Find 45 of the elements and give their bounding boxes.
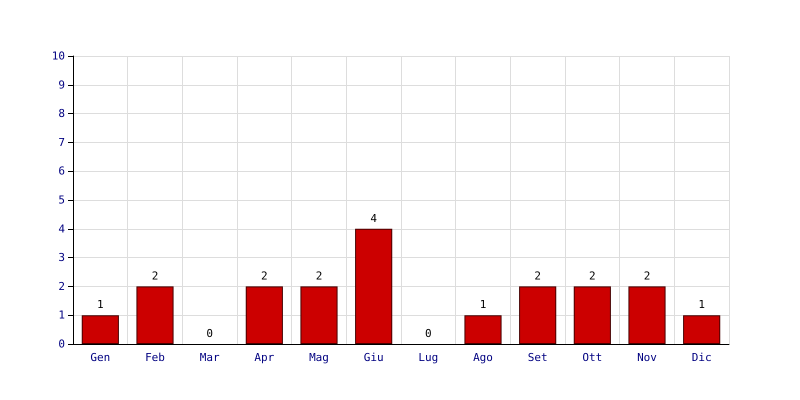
y-tick-label: 6 xyxy=(58,164,65,178)
data-label: 2 xyxy=(316,269,322,282)
y-tick-label: 10 xyxy=(52,50,65,62)
bar xyxy=(246,286,283,344)
bar xyxy=(464,315,502,344)
bar xyxy=(519,286,556,344)
data-label: 0 xyxy=(425,327,432,340)
bar xyxy=(628,286,666,344)
y-tick-label: 8 xyxy=(58,107,65,120)
y-tick-label: 1 xyxy=(58,308,65,322)
data-label: 2 xyxy=(644,269,650,282)
bar xyxy=(355,228,392,344)
data-label: 1 xyxy=(698,298,705,312)
y-tick-label: 3 xyxy=(58,251,65,264)
bar xyxy=(82,315,119,344)
data-label: 2 xyxy=(589,269,596,282)
y-tick-label: 7 xyxy=(58,136,65,149)
data-label: 4 xyxy=(370,212,378,225)
x-tick-label: Ago xyxy=(473,351,493,364)
bar xyxy=(574,286,611,344)
y-tick-label: 9 xyxy=(58,78,65,92)
x-tick-label: Lug xyxy=(418,351,438,364)
x-tick-label: Feb xyxy=(145,351,165,364)
bar xyxy=(136,286,174,344)
data-label: 0 xyxy=(206,327,213,340)
data-label: 2 xyxy=(534,269,541,282)
y-tick-label: 4 xyxy=(58,222,66,236)
data-label: 2 xyxy=(152,269,158,282)
x-tick-label: Gen xyxy=(90,351,110,364)
y-tick-label: 0 xyxy=(58,338,65,350)
y-tick-label: 5 xyxy=(58,194,65,206)
x-tick-label: Mar xyxy=(200,351,220,364)
data-label: 2 xyxy=(261,269,268,282)
data-label: 1 xyxy=(97,298,104,312)
x-tick-label: Nov xyxy=(637,351,658,364)
bar xyxy=(300,286,338,344)
x-tick-label: Dic xyxy=(692,351,712,364)
data-label: 1 xyxy=(480,298,486,312)
x-tick-label: Apr xyxy=(254,351,275,364)
y-tick-label: 2 xyxy=(58,280,65,293)
bar xyxy=(683,315,720,344)
x-tick-label: Set xyxy=(528,351,548,364)
x-tick-label: Ott xyxy=(582,351,602,364)
x-tick-label: Giu xyxy=(364,351,384,364)
x-tick-label: Mag xyxy=(309,351,329,364)
